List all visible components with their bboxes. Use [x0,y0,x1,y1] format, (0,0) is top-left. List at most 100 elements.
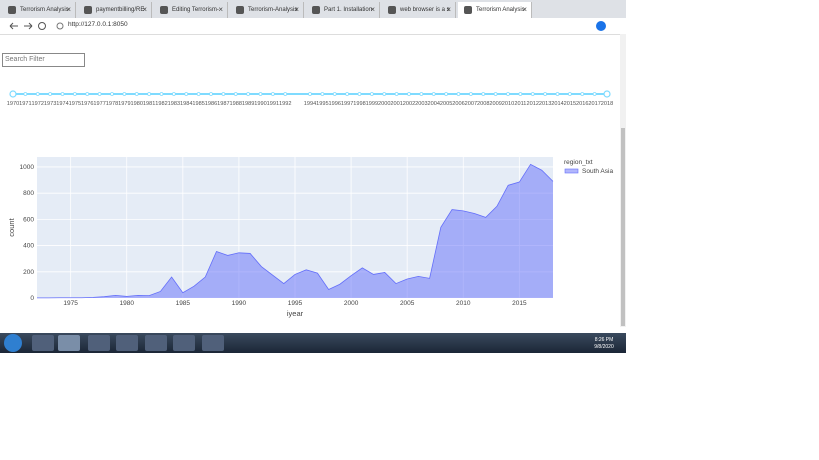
slider-label: 2008 [477,101,489,107]
slider-label: 1999 [366,101,378,107]
slider-label: 1984 [180,101,192,107]
x-tick-label: 2010 [456,300,471,307]
tab[interactable]: Terrorism Analysis [2,2,76,18]
slider-dot [184,92,189,96]
slider-handle[interactable] [603,90,611,98]
search-input[interactable]: Search Filter [2,53,85,67]
slider-dot [134,92,139,96]
slider-label: 1987 [217,101,229,107]
slider-label: 1994 [304,101,316,107]
slider-label: 1976 [81,101,93,107]
content: 1970 1971 1972 1973 1974 1975 1976 1977 1978 1979… [7,90,613,318]
slider-label: 2014 [551,101,563,107]
slider-label: 2017 [588,101,600,107]
url[interactable]: http://127.0.0.1:8050 [68,21,128,28]
app-icon[interactable] [32,335,54,351]
x-tick-label: 2015 [512,300,527,307]
slider-dot [394,92,399,96]
address-bar: http://127.0.0.1:8050 [0,18,626,35]
y-tick-label: 600 [23,216,34,223]
y-tick-label: 1000 [20,164,35,171]
plot-background [37,157,553,298]
slider-dot [555,92,560,96]
taskbar: 8:26 PM 9/8/2020 [0,333,626,353]
slider-label: 2005 [440,101,452,107]
slider-label: 1973 [44,101,56,107]
slider-label: 2015 [564,101,576,107]
x-tick-label: 1990 [232,300,247,307]
slider-label: 2002 [403,101,415,107]
slider-label: 1986 [205,101,217,107]
tab-bar: Terrorism Analysispaymentbilling/REEditi… [0,0,626,18]
slider-label: 2000 [378,101,390,107]
legend-label: South Asia [582,168,613,175]
slider-dot [11,92,15,96]
slider-dot [431,92,436,96]
app-icon[interactable] [58,335,80,351]
slider-label: 2016 [576,101,588,107]
x-tick-label: 2000 [344,300,359,307]
slider-label: 1996 [329,101,341,107]
slider-dot [308,92,312,96]
app-icon[interactable] [145,335,167,351]
app-icon[interactable] [173,335,195,351]
clock-date: 9/8/2020 [594,344,614,350]
tab[interactable]: paymentbilling/RE [78,2,152,18]
slider-dot [468,92,473,96]
x-tick-label: 2005 [400,300,415,307]
slider-dot [221,92,226,96]
slider-dot [97,92,102,96]
slider-dot [481,92,486,96]
slider-dot [345,92,350,96]
y-tick-label: 800 [23,190,34,197]
y-tick-label: 0 [30,295,34,302]
slider-dot [407,92,411,96]
slider-dot [147,92,152,96]
slider-label: 2012 [527,101,539,107]
tab[interactable]: web browser is a s [382,2,456,18]
slider-dot [567,92,572,96]
slider-dot [580,92,585,96]
scroll-thumb[interactable] [621,128,625,326]
legend-title: region_txt [564,159,593,166]
slider-dot [60,92,65,96]
slider-dot [72,92,77,96]
start-button[interactable] [4,334,22,352]
slider-dot [320,92,325,96]
tab[interactable]: Part 1. Installation [306,2,380,18]
slider-dot [419,92,424,96]
x-tick-label: 1975 [63,300,78,307]
slider-label: 1975 [69,101,81,107]
app-icon[interactable] [88,335,110,351]
x-axis-label: iyear [287,309,304,318]
slider-label: 2010 [502,101,514,107]
tab[interactable]: Editing Terrorism- [154,2,228,18]
slider-label: 2009 [489,101,501,107]
slider-label: 2004 [428,101,440,107]
app-icon[interactable] [116,335,138,351]
slider-dot [159,92,164,96]
area [37,164,553,298]
slider-dot [35,92,40,96]
slider-dot [493,92,498,96]
slider-label: 1974 [56,101,68,107]
slider-label: 2018 [601,101,613,107]
slider-dot [444,92,449,96]
tab[interactable]: Terrorism Analysis [458,2,532,18]
slider-dot [122,92,127,96]
slider-dot [258,92,263,96]
profile[interactable] [596,21,606,31]
nav-buttons[interactable] [4,18,64,34]
slider-handle[interactable] [9,90,17,98]
slider-label: 1991 [267,101,279,107]
tab[interactable]: Terrorism-Analysis [230,2,304,18]
slider-label: 1992 [279,101,291,107]
slider-label: 1983 [168,101,180,107]
slider-dot [506,92,510,96]
slider-dot [48,92,53,96]
clock-time: 8:26 PM [594,337,614,343]
app-icon[interactable] [202,335,224,351]
slider-label: 1978 [106,101,118,107]
slider-label: 1985 [192,101,204,107]
